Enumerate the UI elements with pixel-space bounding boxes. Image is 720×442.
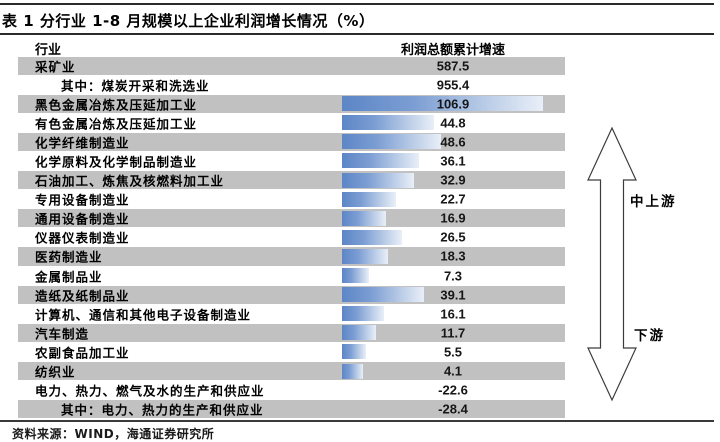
value-bar [342,268,369,284]
profit-growth-value: 16.9 [440,210,466,226]
profit-growth-value: 32.9 [440,172,466,188]
top-rule [0,3,714,5]
row-gray-band [18,323,565,342]
industry-name: 有色金属冶炼及压延加工业 [35,116,198,132]
row-gray-band [18,209,565,228]
table-row: 医药制造业 18.3 [0,247,720,266]
industry-name: 计算机、通信和其他电子设备制造业 [35,307,252,323]
table-row: 电力、热力、燃气及水的生产和供应业 -22.6 [0,381,720,400]
upstream-label: 中上游 [630,194,677,210]
row-gray-band [18,56,565,75]
profit-growth-value: 16.1 [440,306,466,322]
table-row: 计算机、通信和其他电子设备制造业 16.1 [0,304,720,323]
table-row: 有色金属冶炼及压延加工业 44.8 [0,113,720,132]
value-bar [342,344,366,360]
industry-name: 造纸及纸制品业 [35,288,130,304]
title-separator-rule [0,33,714,35]
row-gray-band [18,362,565,381]
value-bar [342,191,396,207]
profit-growth-value: 26.5 [440,229,466,245]
value-bar [342,325,376,341]
table-row: 纺织业 4.1 [0,362,720,381]
table-row: 汽车制造 11.7 [0,323,720,342]
industry-name: 农副食品加工业 [35,345,130,361]
row-gray-band [18,171,565,190]
table-row: 化学原料及化学制品制造业 36.1 [0,151,720,170]
industry-name: 石油加工、炼焦及核燃料加工业 [35,173,225,189]
value-bar [342,210,386,226]
profit-growth-value: 106.9 [436,96,470,112]
profit-growth-value: -28.4 [438,401,468,417]
profit-growth-value: 39.1 [440,287,466,303]
industry-name: 采矿业 [35,59,76,75]
value-bar [342,248,388,264]
table-row: 专用设备制造业 22.7 [0,190,720,209]
value-bar [342,229,402,245]
table-row: 仪器仪表制造业 26.5 [0,228,720,247]
data-source-note: 资料来源：WIND，海通证券研究所 [12,427,215,441]
profit-growth-value: 48.6 [440,134,466,150]
table-header-row: 行业 利润总额累计增速 [0,39,720,58]
value-bar [342,153,419,169]
profit-growth-value: 5.5 [443,344,463,360]
profit-growth-value: 11.7 [440,325,466,341]
table-row: 造纸及纸制品业 39.1 [0,285,720,304]
footer-separator-rule [0,420,714,422]
value-bar [342,115,434,131]
value-bar [342,306,384,322]
profit-growth-value: 587.5 [436,58,470,74]
row-gray-band [18,400,565,419]
profit-growth-value: 7.3 [443,268,463,284]
industry-name: 其中：煤炭开采和洗选业 [61,78,210,94]
value-bar [342,134,441,150]
column-header-industry: 行业 [35,43,62,58]
table-row: 其中：煤炭开采和洗选业 955.4 [0,75,720,94]
profit-growth-value: -22.6 [438,382,468,398]
industry-name: 医药制造业 [35,249,103,265]
table-row: 石油加工、炼焦及核燃料加工业 32.9 [0,171,720,190]
table-row: 其中：电力、热力的生产和供应业 -28.4 [0,400,720,419]
industry-name: 其中：电力、热力的生产和供应业 [61,402,264,418]
downstream-label: 下游 [634,328,665,344]
industry-name: 汽车制造 [35,326,90,342]
industry-name: 黑色金属冶炼及压延加工业 [35,97,198,113]
profit-growth-value: 44.8 [440,115,466,131]
column-header-profit-growth: 利润总额累计增速 [400,43,505,58]
table-row: 采矿业 587.5 [0,56,720,75]
table-title: 表 1 分行业 1-8 月规模以上企业利润增长情况（%） [2,12,375,30]
table-row: 通用设备制造业 16.9 [0,209,720,228]
table-row: 农副食品加工业 5.5 [0,342,720,361]
value-bar [342,287,424,303]
profit-growth-value: 4.1 [443,363,463,379]
table-row: 金属制品业 7.3 [0,266,720,285]
industry-name: 专用设备制造业 [35,192,130,208]
profit-growth-value: 22.7 [440,191,466,207]
industry-name: 仪器仪表制造业 [35,230,130,246]
upstream-downstream-double-arrow-icon [587,126,637,402]
industry-name: 纺织业 [35,364,76,380]
industry-name: 化学原料及化学制品制造业 [35,154,198,170]
value-bar [342,363,363,379]
profit-growth-value: 955.4 [436,77,470,93]
industry-name: 通用设备制造业 [35,211,130,227]
industry-name: 电力、热力、燃气及水的生产和供应业 [35,383,265,399]
value-bar [342,96,543,112]
value-bar [342,172,414,188]
table-row: 黑色金属冶炼及压延加工业 106.9 [0,94,720,113]
table-row: 化学纤维制造业 48.6 [0,132,720,151]
row-gray-band [18,285,565,304]
industry-name: 金属制品业 [35,269,103,285]
profit-growth-value: 36.1 [440,153,466,169]
industry-name: 化学纤维制造业 [35,135,130,151]
row-gray-band [18,247,565,266]
profit-growth-value: 18.3 [440,248,466,264]
table-body: 采矿业 587.5 其中：煤炭开采和洗选业 955.4 黑色金属冶炼及压延加工业 106.… [0,56,720,419]
